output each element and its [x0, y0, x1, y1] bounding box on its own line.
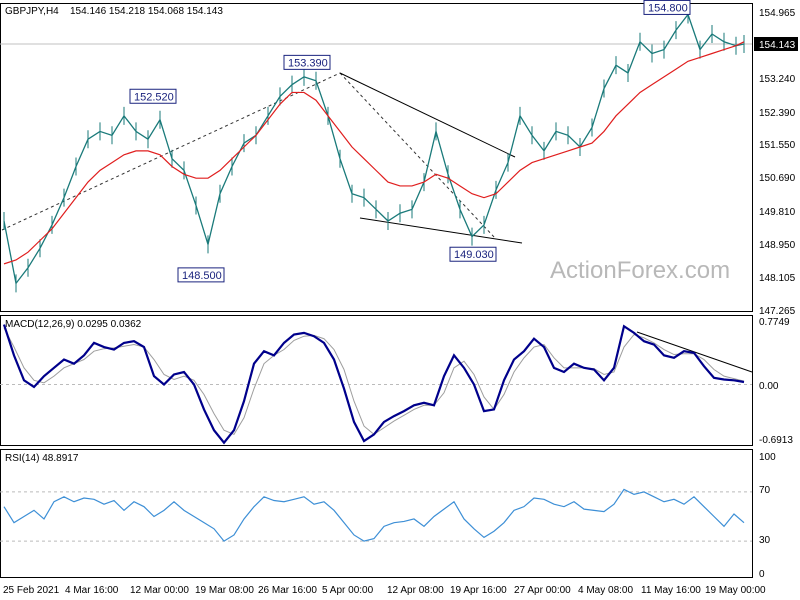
price-label: 149.030	[454, 249, 494, 261]
macd-y-tick: 0.00	[759, 381, 779, 392]
macd-y-axis: 0.7749 0.00 -0.6913	[759, 317, 793, 446]
x-tick: 19 May 00:00	[705, 585, 766, 596]
rsi-y-tick: 100	[759, 452, 776, 463]
x-tick: 27 Apr 00:00	[514, 585, 571, 596]
macd-signal-line	[3, 327, 745, 436]
price-label-box	[643, 0, 691, 15]
price-label-box	[129, 88, 177, 104]
x-tick: 26 Mar 16:00	[258, 585, 317, 596]
price-ohlc-header: 154.146 154.218 154.068 154.143	[70, 6, 223, 17]
price-series-group	[3, 5, 745, 293]
dashed-trendline-mid	[339, 72, 496, 239]
current-price-tag-text: 154.143	[759, 40, 796, 51]
price-labels-group: 152.520 148.500 153.390 149.030 154.800	[129, 0, 691, 283]
macd-line	[2, 324, 745, 445]
rsi-header: RSI(14) 48.8917	[5, 453, 79, 464]
price-label: 148.500	[182, 270, 222, 282]
price-y-tick: 150.690	[759, 173, 796, 184]
macd-header: MACD(12,26,9) 0.0295 0.0362	[5, 319, 142, 330]
price-y-tick: 148.105	[759, 273, 796, 284]
x-tick: 4 Mar 16:00	[65, 585, 119, 596]
rsi-series-group	[0, 488, 752, 542]
x-tick: 25 Feb 2021	[3, 585, 60, 596]
macd-panel-frame	[0, 315, 753, 446]
price-y-tick: 151.550	[759, 140, 796, 151]
price-y-tick: 153.240	[759, 74, 796, 85]
price-label-box	[177, 267, 225, 283]
upper-trendline	[339, 72, 516, 158]
x-tick: 4 May 08:00	[578, 585, 633, 596]
price-label: 153.390	[288, 57, 328, 69]
x-tick: 19 Apr 16:00	[450, 585, 507, 596]
price-label: 154.800	[648, 2, 688, 14]
price-y-tick: 152.390	[759, 108, 796, 119]
rsi-y-tick: 70	[759, 485, 771, 496]
price-y-tick: 147.265	[759, 306, 796, 317]
x-tick: 12 Apr 08:00	[387, 585, 444, 596]
x-tick: 11 May 16:00	[641, 585, 701, 596]
x-tick: 12 Mar 00:00	[130, 585, 189, 596]
watermark: ActionForex.com	[550, 257, 730, 284]
price-label-box	[449, 246, 497, 262]
rsi-y-axis: 100 70 30 0	[759, 452, 776, 580]
rsi-panel-frame	[0, 449, 753, 578]
price-label-box	[283, 54, 331, 70]
lower-trendline	[359, 217, 523, 244]
macd-series-group	[0, 324, 752, 445]
price-y-axis: 154.965 154.143 153.240 152.390 151.550 …	[754, 8, 798, 317]
price-y-tick: 154.965	[759, 8, 796, 19]
rsi-y-tick: 0	[759, 569, 765, 580]
price-trendlines	[1, 72, 523, 244]
price-panel-frame	[0, 3, 753, 312]
price-symbol-header: GBPJPY,H4	[5, 6, 59, 17]
x-axis: 25 Feb 2021 4 Mar 16:00 12 Mar 00:00 19 …	[3, 585, 766, 596]
price-y-tick: 148.950	[759, 240, 796, 251]
price-line	[3, 13, 745, 285]
macd-y-tick: 0.7749	[759, 317, 790, 328]
rsi-line	[3, 488, 745, 542]
x-tick: 5 Apr 00:00	[322, 585, 374, 596]
x-tick: 19 Mar 08:00	[195, 585, 254, 596]
dashed-trendline-left	[1, 72, 341, 231]
macd-y-tick: -0.6913	[759, 435, 793, 446]
moving-average-line	[3, 41, 745, 265]
current-price-tag	[754, 37, 798, 51]
rsi-y-tick: 30	[759, 535, 771, 546]
price-label: 152.520	[134, 91, 174, 103]
price-y-tick: 149.810	[759, 207, 796, 218]
